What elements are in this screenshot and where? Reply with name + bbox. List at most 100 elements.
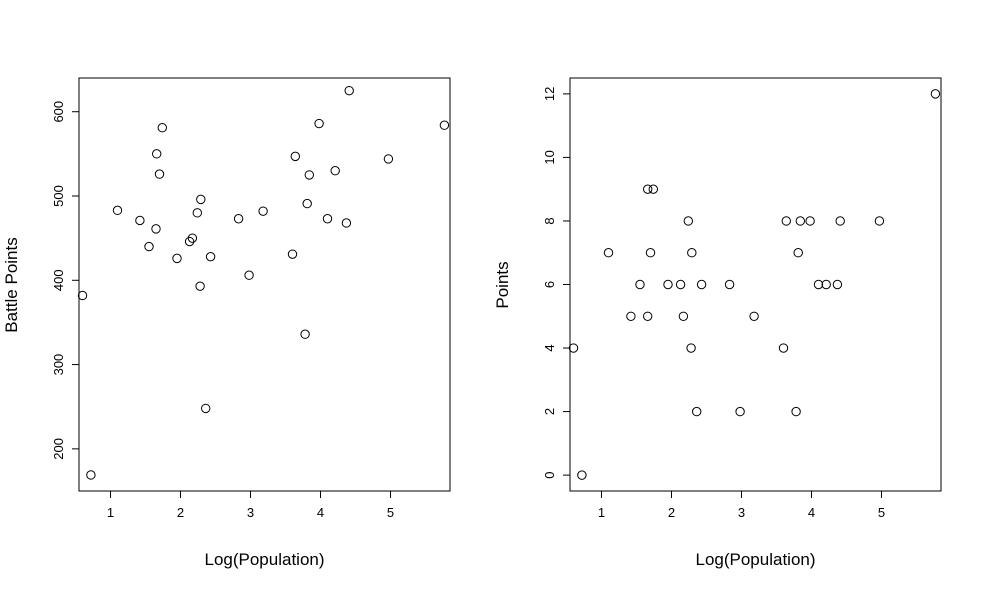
data-point: [874, 216, 885, 226]
data-point: [77, 290, 88, 301]
data-point: [791, 406, 801, 417]
data-point: [287, 249, 298, 259]
y-axis-title: Points: [493, 261, 512, 308]
data-point: [645, 248, 656, 258]
data-point: [344, 85, 354, 96]
data-point: [152, 149, 162, 159]
data-point: [330, 166, 340, 176]
y-tick-label: 200: [51, 438, 66, 460]
x-tick-label: 5: [878, 505, 885, 520]
y-tick-label: 500: [51, 185, 66, 207]
plot-frame: [569, 77, 942, 492]
data-point: [568, 343, 579, 353]
data-point: [648, 184, 658, 194]
data-point: [341, 218, 352, 228]
data-point: [144, 241, 154, 252]
data-point: [643, 184, 653, 194]
y-tick-label: 6: [542, 281, 557, 288]
data-point: [302, 198, 312, 209]
data-point: [835, 216, 845, 226]
battle-points-scatter-panel: 1 2 3 4 5 200 300 400 500 600 Log(Population) Ba…: [2, 77, 451, 569]
y-tick-label: 10: [542, 150, 557, 164]
data-point: [683, 216, 693, 226]
y-tick-label: 600: [51, 101, 66, 123]
data-point: [151, 224, 161, 234]
y-tick-label: 12: [542, 87, 557, 101]
y-axis: 200 300 400 500 600: [51, 101, 79, 460]
data-point: [692, 406, 702, 417]
data-point: [635, 279, 645, 290]
data-point: [577, 470, 587, 480]
data-point: [832, 279, 843, 290]
data-point: [157, 123, 168, 133]
data-point: [930, 89, 941, 99]
data-point: [793, 248, 803, 258]
y-tick-label: 4: [542, 344, 557, 351]
x-axis-title: Log(Population): [204, 550, 324, 569]
data-point: [678, 311, 689, 321]
data-point: [244, 270, 254, 280]
data-point: [686, 343, 696, 353]
data-points: [568, 89, 941, 480]
data-point: [86, 470, 96, 480]
data-point: [322, 214, 333, 224]
data-point: [795, 216, 805, 226]
data-point: [663, 279, 673, 290]
data-point: [233, 214, 244, 224]
data-point: [112, 205, 123, 216]
data-point: [643, 311, 653, 321]
data-point: [735, 406, 745, 417]
data-point: [187, 233, 198, 243]
data-point: [778, 343, 789, 353]
y-tick-label: 8: [542, 217, 557, 224]
data-point: [314, 118, 324, 129]
data-point: [184, 236, 195, 247]
data-point: [687, 248, 697, 258]
data-point: [135, 215, 145, 226]
data-point: [192, 208, 203, 218]
x-tick-label: 2: [668, 505, 675, 520]
data-point: [805, 216, 815, 226]
data-point: [300, 329, 310, 339]
data-point: [304, 170, 314, 180]
x-tick-label: 2: [177, 505, 184, 520]
x-tick-label: 3: [738, 505, 745, 520]
data-point: [603, 248, 614, 258]
data-point: [439, 120, 450, 130]
x-tick-label: 1: [107, 505, 114, 520]
x-tick-label: 4: [317, 505, 324, 520]
y-tick-label: 400: [51, 269, 66, 291]
data-point: [258, 206, 268, 216]
data-point: [781, 216, 791, 226]
y-tick-label: 0: [542, 471, 557, 478]
data-point: [201, 403, 211, 414]
data-point: [696, 279, 707, 290]
data-point: [154, 169, 165, 179]
data-point: [172, 253, 182, 264]
plot-frame: [78, 77, 451, 492]
data-point: [749, 311, 759, 321]
y-tick-label: 2: [542, 408, 557, 415]
x-tick-label: 3: [247, 505, 254, 520]
data-point: [290, 151, 300, 162]
data-point: [195, 281, 205, 291]
x-axis: 1 2 3 4 5: [107, 491, 394, 520]
x-axis-title: Log(Population): [695, 550, 815, 569]
data-point: [813, 279, 824, 290]
data-point: [724, 279, 735, 290]
data-point: [821, 279, 831, 290]
data-point: [196, 194, 206, 205]
y-axis: 0 2 4 6 8 10 12: [542, 87, 570, 479]
data-points: [77, 85, 450, 480]
x-tick-label: 5: [387, 505, 394, 520]
x-tick-label: 4: [808, 505, 815, 520]
data-point: [205, 251, 216, 262]
y-axis-title: Battle Points: [2, 237, 21, 332]
x-tick-label: 1: [598, 505, 605, 520]
data-point: [675, 279, 686, 290]
x-axis: 1 2 3 4 5: [598, 491, 885, 520]
data-point: [383, 154, 394, 164]
y-tick-label: 300: [51, 354, 66, 376]
